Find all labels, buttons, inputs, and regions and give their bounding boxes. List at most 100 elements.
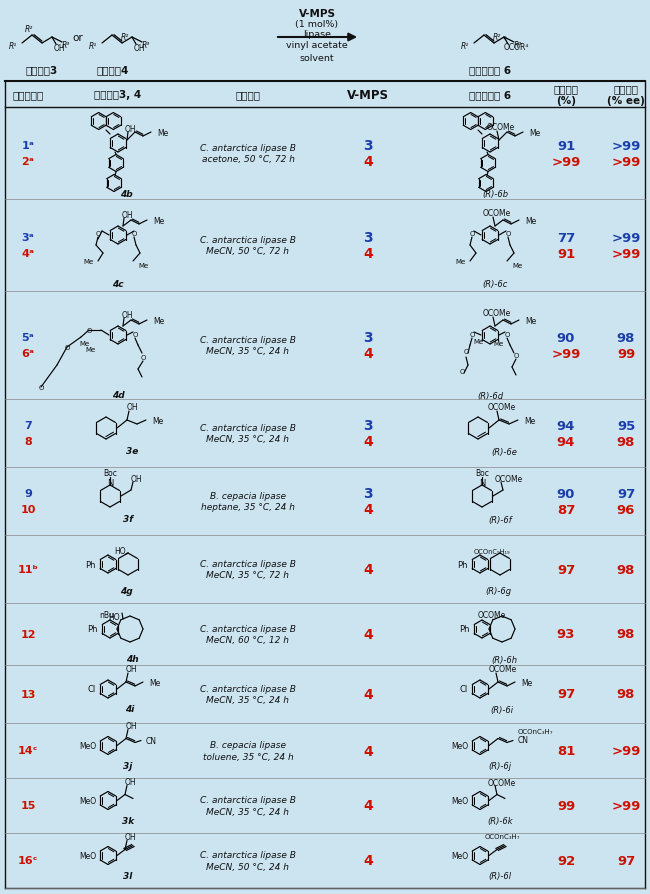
Text: 4d: 4d <box>112 391 124 400</box>
Text: 4: 4 <box>363 347 373 360</box>
Text: 81: 81 <box>557 744 575 757</box>
Text: Me: Me <box>149 678 161 687</box>
Text: (R)-6f: (R)-6f <box>488 515 512 524</box>
Text: (R)-6d: (R)-6d <box>477 391 503 400</box>
Text: >99: >99 <box>611 139 641 152</box>
Text: >99: >99 <box>611 799 641 812</box>
Text: 91: 91 <box>557 248 575 260</box>
Text: ラセミ体3: ラセミ体3 <box>26 65 58 75</box>
Text: 97: 97 <box>617 487 635 500</box>
Text: R³: R³ <box>142 40 150 49</box>
Text: Me: Me <box>157 129 168 138</box>
Text: 9: 9 <box>24 488 32 499</box>
Text: OH: OH <box>125 721 136 730</box>
Text: OH: OH <box>124 124 136 133</box>
Text: O: O <box>96 231 101 237</box>
Text: CN: CN <box>518 735 529 744</box>
Text: 5ᵃ: 5ᵃ <box>21 333 34 342</box>
Text: 10: 10 <box>20 504 36 514</box>
Text: 87: 87 <box>557 503 575 516</box>
Text: Me: Me <box>84 258 94 265</box>
Text: C. antarctica lipase B
MeCN, 35 °C, 72 h: C. antarctica lipase B MeCN, 35 °C, 72 h <box>200 559 296 579</box>
Text: 7: 7 <box>24 420 32 431</box>
Text: OH: OH <box>53 44 65 53</box>
Text: (1 mol%): (1 mol%) <box>296 20 339 29</box>
Text: 1ᵃ: 1ᵃ <box>21 141 34 151</box>
Text: O: O <box>131 231 136 237</box>
Text: B. cepacia lipase
toluene, 35 °C, 24 h: B. cepacia lipase toluene, 35 °C, 24 h <box>203 740 293 761</box>
Text: 90: 90 <box>557 487 575 500</box>
Text: MeO: MeO <box>451 851 468 860</box>
Text: Me: Me <box>512 263 522 269</box>
Text: MeO: MeO <box>79 851 96 860</box>
Text: 3: 3 <box>363 486 373 501</box>
Text: Me: Me <box>138 263 148 269</box>
Text: B. cepacia lipase
heptane, 35 °C, 24 h: B. cepacia lipase heptane, 35 °C, 24 h <box>201 491 295 511</box>
Text: solvent: solvent <box>300 54 334 63</box>
Text: OCOnC₉H₁₉: OCOnC₉H₁₉ <box>474 548 510 554</box>
Text: Me: Me <box>524 416 535 425</box>
Text: OCOR⁴: OCOR⁴ <box>503 42 528 52</box>
Text: Ph: Ph <box>458 560 468 569</box>
Text: Me: Me <box>494 341 504 347</box>
Text: 4: 4 <box>363 502 373 517</box>
Text: N: N <box>107 479 113 488</box>
Text: Me: Me <box>473 339 483 344</box>
Text: Me: Me <box>86 347 96 352</box>
Text: >99: >99 <box>611 744 641 757</box>
Text: 3ᵃ: 3ᵃ <box>21 232 34 243</box>
Text: Ph: Ph <box>460 625 470 634</box>
Text: 99: 99 <box>617 347 635 360</box>
Text: 98: 98 <box>617 687 635 701</box>
Text: Boc: Boc <box>475 469 489 478</box>
Text: OH: OH <box>124 777 136 786</box>
Text: OCOMe: OCOMe <box>478 610 506 619</box>
Text: 4: 4 <box>363 687 373 701</box>
Text: C. antarctica lipase B
acetone, 50 °C, 72 h: C. antarctica lipase B acetone, 50 °C, 7… <box>200 144 296 164</box>
Text: lipase: lipase <box>303 30 331 38</box>
Text: MeO: MeO <box>79 741 96 750</box>
Text: 4: 4 <box>363 155 373 169</box>
Text: 4: 4 <box>363 562 373 577</box>
Text: C. antarctica lipase B
MeCN, 50 °C, 72 h: C. antarctica lipase B MeCN, 50 °C, 72 h <box>200 235 296 256</box>
Text: O: O <box>505 231 511 237</box>
Text: 光学純度
(% ee): 光学純度 (% ee) <box>607 84 645 105</box>
Text: OCOMe: OCOMe <box>483 208 511 217</box>
Text: Boc: Boc <box>103 469 117 478</box>
Text: 8: 8 <box>24 436 32 446</box>
Text: C. antarctica lipase B
MeCN, 35 °C, 24 h: C. antarctica lipase B MeCN, 35 °C, 24 h <box>200 423 296 443</box>
Text: Ph: Ph <box>86 560 96 569</box>
Text: C. antarctica lipase B
MeCN, 35 °C, 24 h: C. antarctica lipase B MeCN, 35 °C, 24 h <box>200 335 296 356</box>
Text: Me: Me <box>153 316 164 325</box>
Text: R¹: R¹ <box>89 41 97 50</box>
Text: 4: 4 <box>363 854 373 867</box>
Text: (R)-6l: (R)-6l <box>488 871 512 880</box>
Text: 4b: 4b <box>120 190 133 198</box>
Text: 90: 90 <box>557 331 575 344</box>
Text: >99: >99 <box>611 156 641 168</box>
Text: 4: 4 <box>363 434 373 449</box>
Text: 4g: 4g <box>120 586 133 595</box>
Text: HO: HO <box>114 547 126 556</box>
Text: C. antarctica lipase B
MeCN, 35 °C, 24 h: C. antarctica lipase B MeCN, 35 °C, 24 h <box>200 684 296 704</box>
Text: R³: R³ <box>514 40 522 49</box>
Text: 3: 3 <box>363 418 373 433</box>
Text: nBu: nBu <box>99 610 114 619</box>
Text: HO: HO <box>109 611 120 620</box>
Text: 2ᵃ: 2ᵃ <box>21 156 34 167</box>
Text: OCOnC₃H₇: OCOnC₃H₇ <box>484 833 520 839</box>
Text: (R)-6g: (R)-6g <box>485 586 511 595</box>
Text: >99: >99 <box>551 347 580 360</box>
Text: 13: 13 <box>20 689 36 699</box>
Text: 98: 98 <box>617 435 635 448</box>
Text: MeO: MeO <box>79 797 96 805</box>
Text: Me: Me <box>80 341 90 347</box>
Text: 4c: 4c <box>112 279 124 288</box>
Text: OCOMe: OCOMe <box>488 403 516 412</box>
Text: (R)-6e: (R)-6e <box>491 447 517 456</box>
Text: 4: 4 <box>363 744 373 757</box>
Text: Me: Me <box>456 258 466 265</box>
Text: 93: 93 <box>557 628 575 641</box>
Text: 95: 95 <box>617 419 635 432</box>
Text: Cl: Cl <box>88 685 96 694</box>
